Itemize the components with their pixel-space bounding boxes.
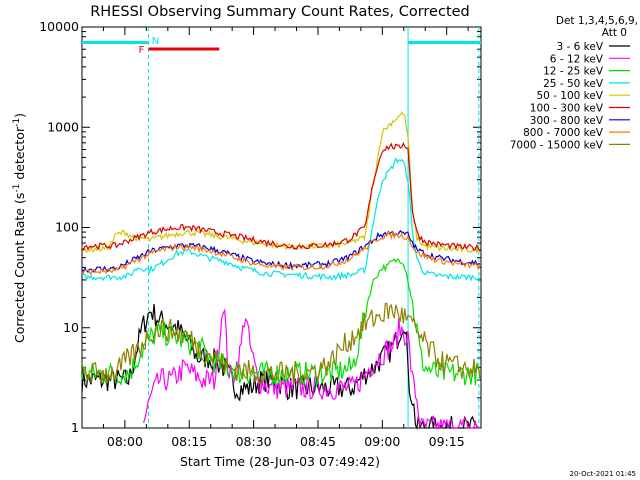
x-tick-label: 08:45 [300, 434, 336, 449]
x-tick-label: 08:00 [107, 434, 143, 449]
x-tick-label: 08:15 [171, 434, 207, 449]
y-axis-label-part-b: detector [12, 126, 27, 184]
y-axis-label-exp-1: -1 [12, 184, 22, 193]
legend-label: 100 - 300 keV [530, 103, 604, 115]
y-tick-label: 100 [55, 220, 79, 235]
chart-title: RHESSI Observing Summary Count Rates, Co… [90, 4, 470, 20]
series-line-8 [81, 302, 481, 386]
y-tick-label: 1000 [47, 119, 79, 134]
y-axis-label-exp-2: -1 [12, 118, 22, 127]
flag-label-N: N [152, 36, 159, 47]
x-tick-labels: 08:00 08:15 08:30 08:45 09:00 09:15 [107, 434, 465, 449]
x-tick-label: 08:30 [236, 434, 272, 449]
legend-label: 800 - 7000 keV [523, 127, 604, 139]
series-line-7 [81, 230, 481, 276]
legend-label: 300 - 800 keV [530, 115, 604, 127]
series-lines [81, 110, 481, 431]
series-line-3 [81, 156, 481, 283]
footer-timestamp: 20-Oct-2021 01:45 [570, 470, 636, 478]
y-tick-labels: 1 10 100 1000 10000 [39, 19, 79, 435]
legend-label: 50 - 100 keV [536, 90, 603, 102]
y-axis-label: Corrected Count Rate (s-1 detector-1) [12, 113, 27, 343]
legend-header-line-1: Det 1,3,4,5,6,9, [556, 15, 638, 27]
y-tick-label: 10000 [39, 19, 79, 34]
series-line-2 [81, 258, 481, 388]
legend-label: 25 - 50 keV [543, 78, 604, 90]
x-tick-label: 09:00 [364, 434, 400, 449]
flag-label-F: F [139, 45, 145, 56]
x-tick-label: 09:15 [429, 434, 465, 449]
legend-header-line-2: Att 0 [602, 27, 627, 39]
legend-label: 12 - 25 keV [543, 66, 604, 78]
series-line-1 [143, 308, 480, 431]
series-line-5 [81, 141, 481, 252]
y-axis-label-part-a: Corrected Count Rate (s [12, 193, 27, 343]
legend-label: 6 - 12 keV [550, 53, 604, 65]
y-tick-label: 1 [71, 420, 79, 435]
y-tick-label: 10 [63, 320, 79, 335]
x-axis-label: Start Time (28-Jun-03 07:49:42) [180, 454, 380, 469]
legend-label: 7000 - 15000 keV [510, 139, 604, 151]
legend-label: 3 - 6 keV [556, 41, 603, 53]
y-axis-label-part-c: ) [12, 113, 27, 118]
